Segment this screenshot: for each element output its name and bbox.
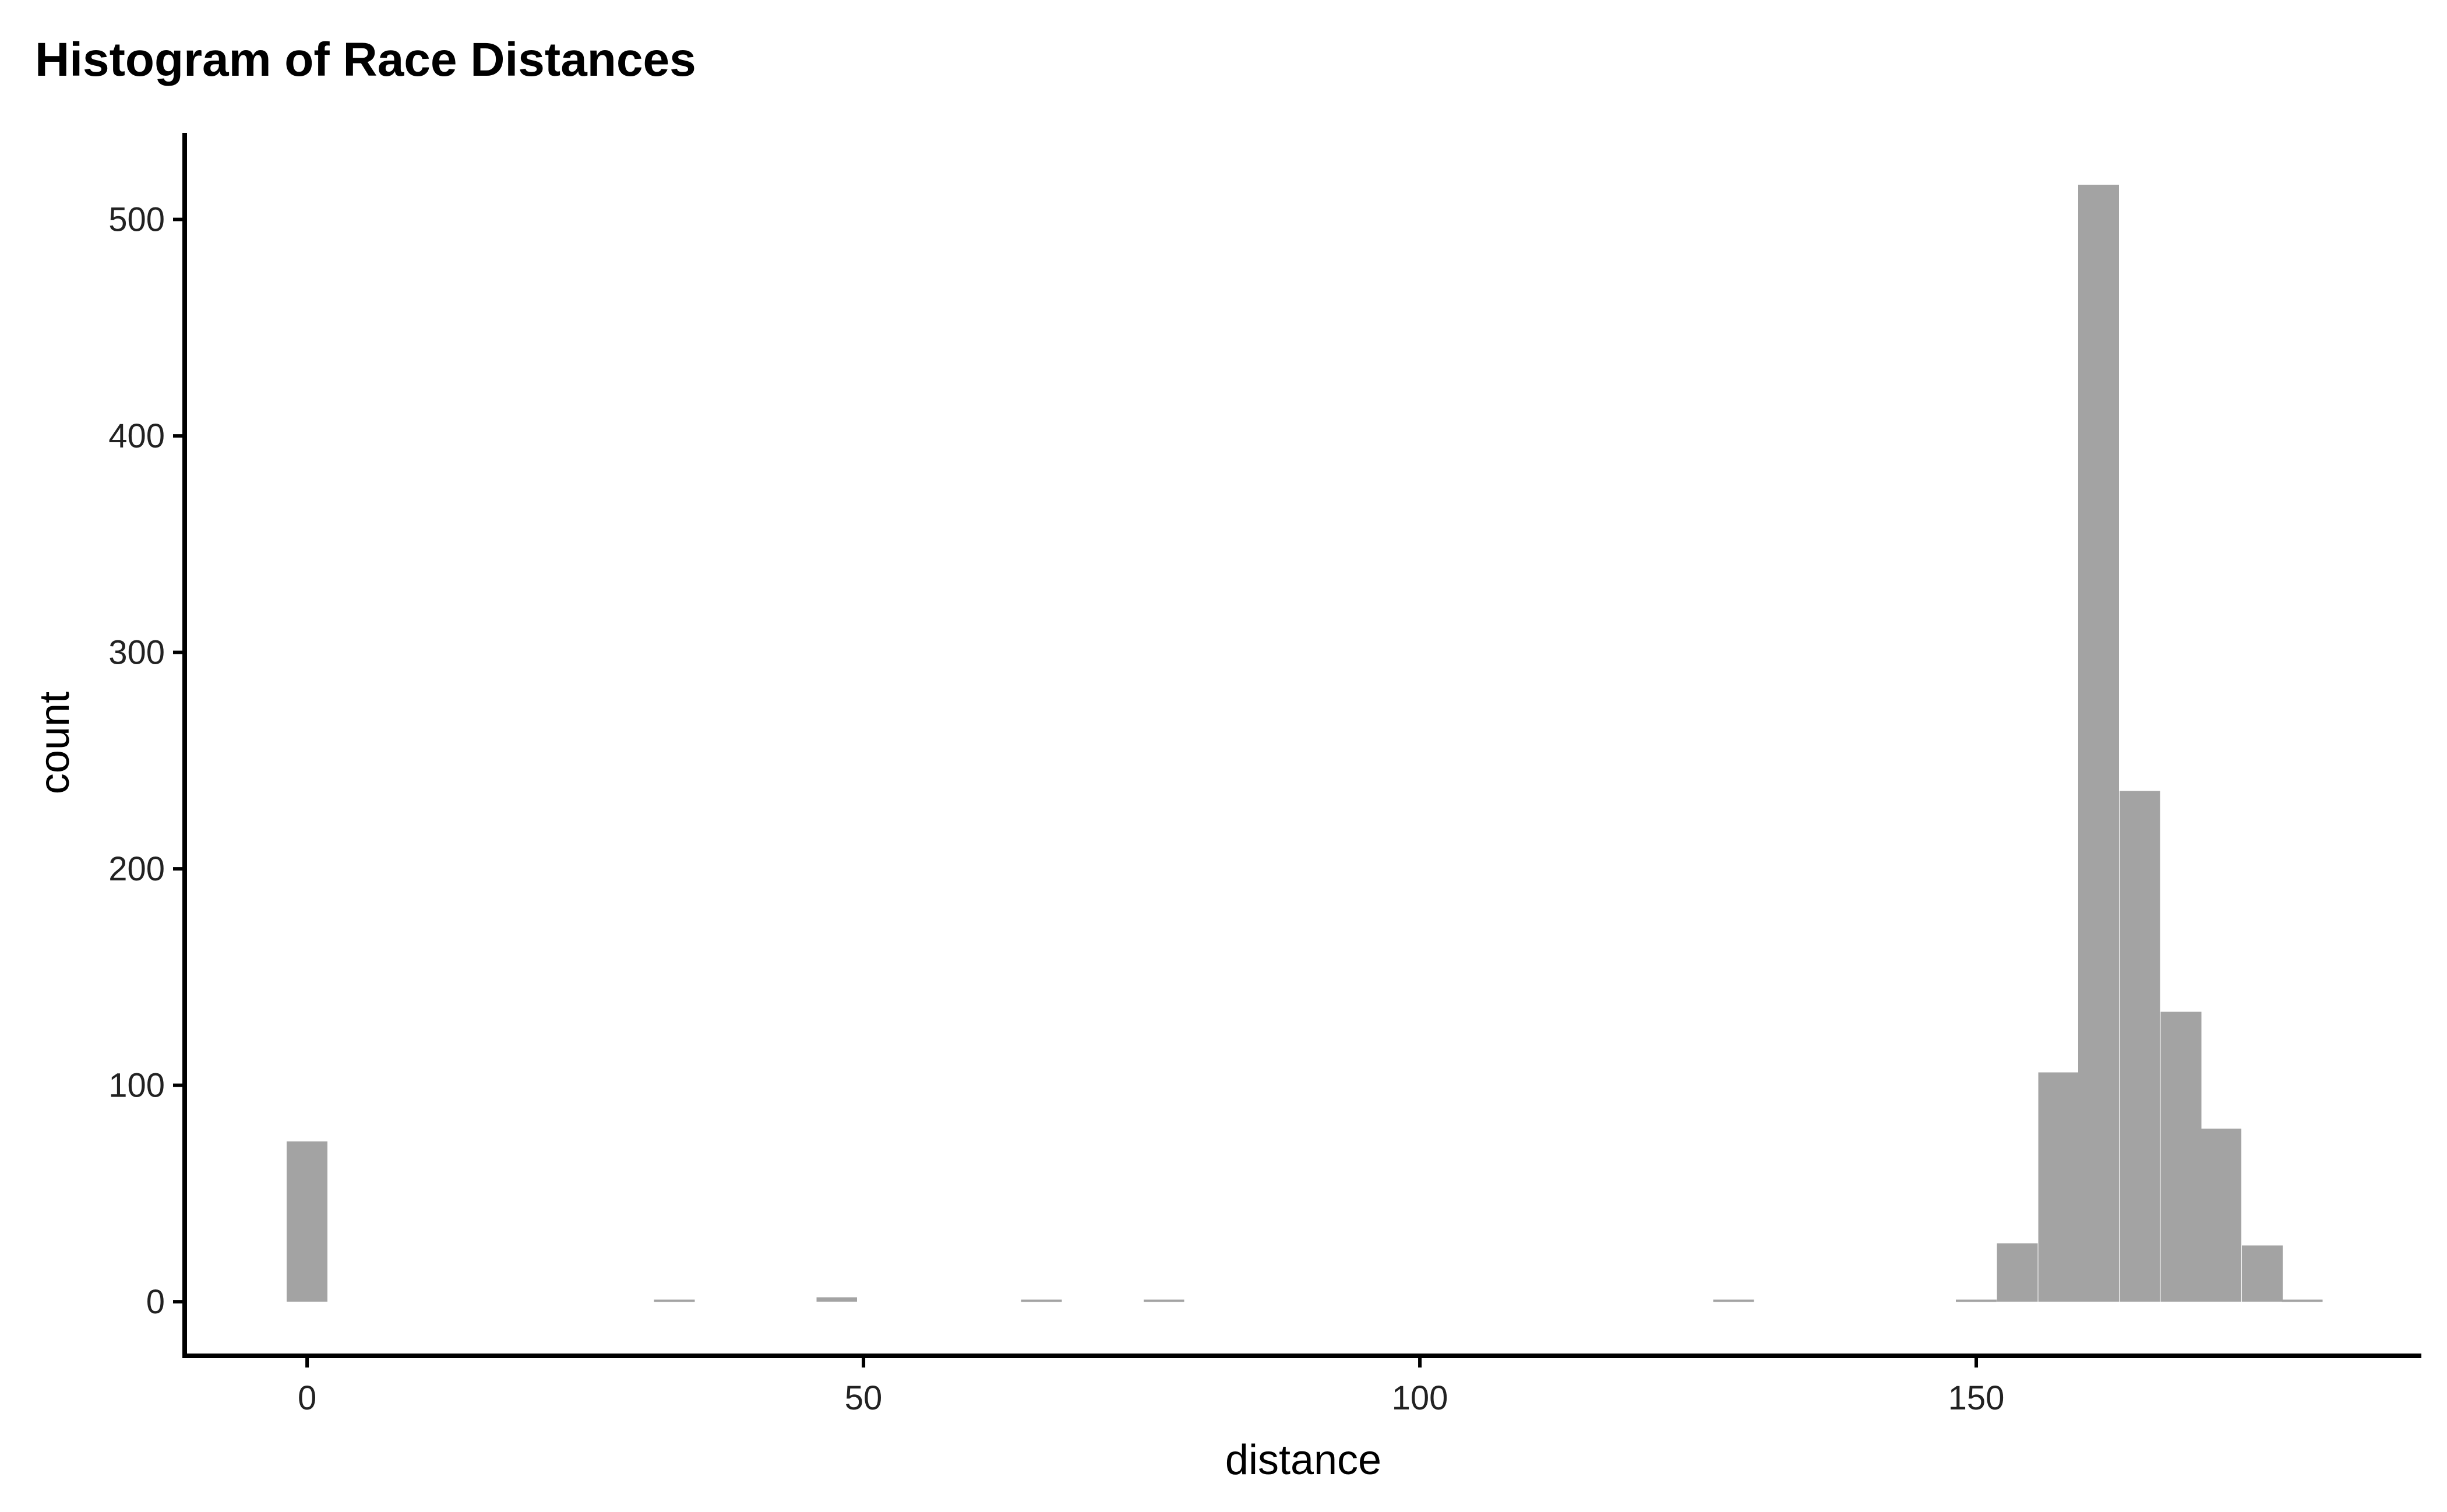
histogram-bar [2119, 791, 2160, 1302]
x-ticks-group: 0 50 100 150 [298, 1356, 2004, 1417]
histogram-bar [287, 1141, 327, 1302]
histogram-bar [2038, 1072, 2079, 1302]
histogram-bar [2241, 1245, 2283, 1302]
chart-title: Histogram of Race Distances [35, 33, 696, 86]
x-tick-label: 100 [1392, 1379, 1448, 1417]
histogram-bar [1021, 1299, 1062, 1302]
y-tick-label: 400 [108, 417, 165, 455]
histogram-bar [2282, 1299, 2323, 1302]
y-tick-label: 300 [108, 634, 165, 672]
histogram-bar [654, 1299, 695, 1302]
x-axis-title: distance [1225, 1437, 1381, 1483]
y-ticks-group: 0 100 200 300 400 500 [108, 201, 185, 1321]
y-tick-label: 500 [108, 201, 165, 239]
x-tick-label: 150 [1948, 1379, 2005, 1417]
histogram-bar [2201, 1128, 2242, 1302]
y-tick-label: 100 [108, 1067, 165, 1105]
histogram-bar [2160, 1011, 2202, 1302]
y-tick-label: 0 [146, 1283, 165, 1321]
x-tick-label: 50 [845, 1379, 883, 1417]
histogram-bar [2078, 185, 2120, 1302]
histogram-bar [1713, 1299, 1754, 1302]
y-axis-title: count [31, 692, 78, 794]
bars-group [287, 185, 2323, 1302]
histogram-bar [816, 1297, 858, 1302]
histogram-bar [1997, 1243, 2038, 1302]
histogram-bar [1956, 1299, 1997, 1302]
y-tick-label: 200 [108, 850, 165, 888]
histogram-bar [1143, 1299, 1184, 1302]
x-tick-label: 0 [298, 1379, 316, 1417]
